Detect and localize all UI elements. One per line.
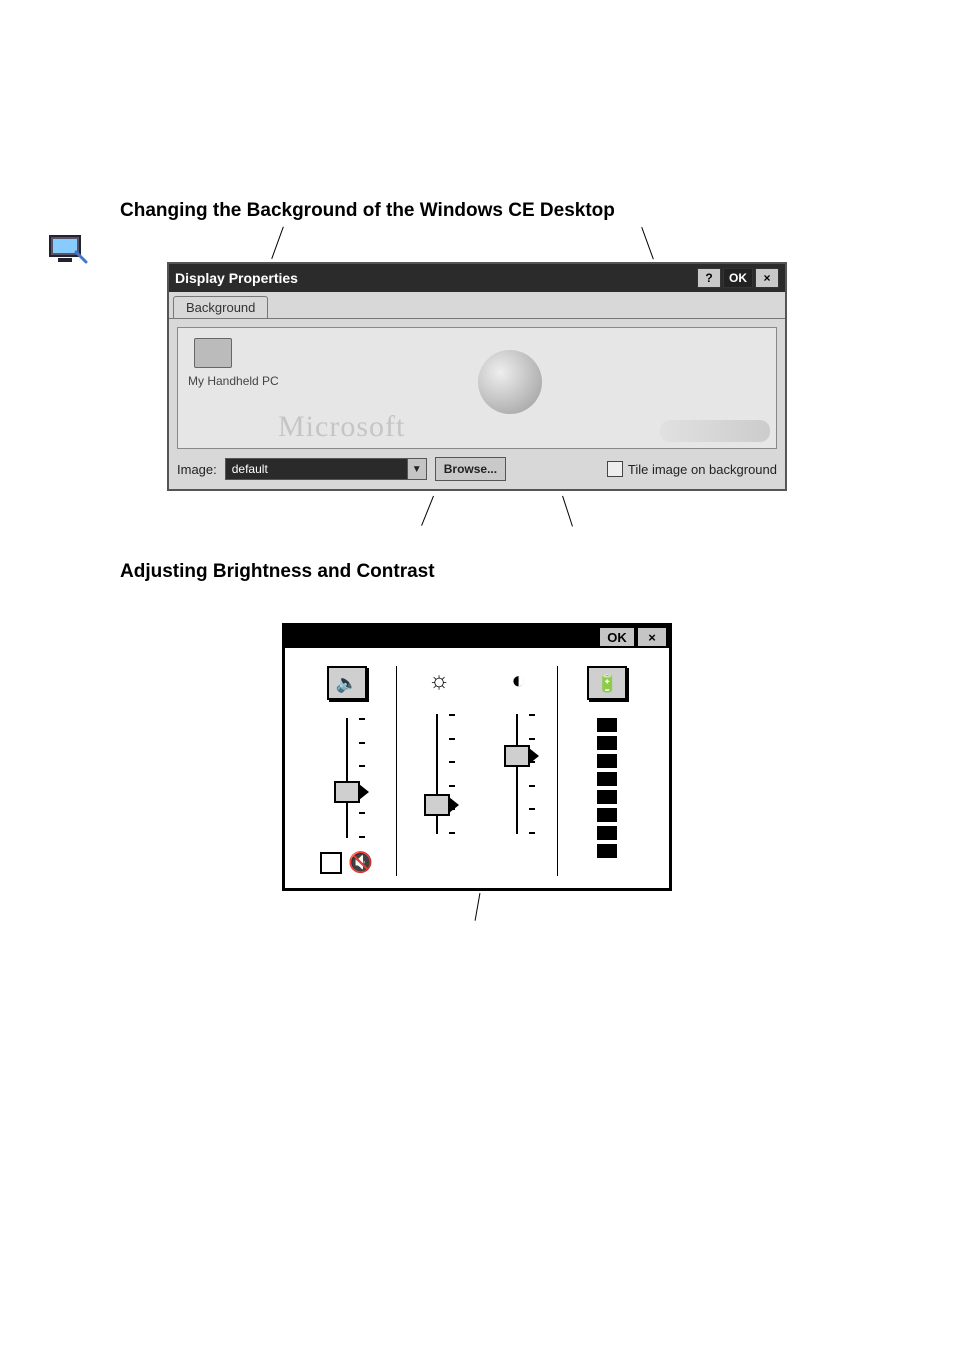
callout-line bbox=[271, 227, 285, 260]
bc-titlebar: OK × bbox=[285, 626, 669, 648]
tile-checkbox[interactable]: Tile image on background bbox=[607, 461, 777, 477]
volume-slider[interactable] bbox=[335, 718, 359, 838]
volume-column: 🔈 🔇 bbox=[297, 666, 396, 876]
battery-level-meter bbox=[597, 718, 617, 858]
image-dropdown-value: default bbox=[226, 459, 407, 479]
mute-icon: 🔇 bbox=[348, 850, 373, 875]
display-properties-window: Display Properties ? OK × Background My … bbox=[167, 262, 787, 491]
handheld-pc-label: My Handheld PC bbox=[188, 374, 279, 388]
image-dropdown[interactable]: default ▼ bbox=[225, 458, 427, 480]
brightness-contrast-panel: OK × 🔈 🔇 bbox=[282, 623, 672, 891]
callout-line bbox=[475, 893, 482, 921]
battery-icon: 🔋 bbox=[587, 666, 627, 700]
window-title: Display Properties bbox=[175, 270, 298, 286]
image-label: Image: bbox=[177, 462, 217, 477]
ok-button[interactable]: OK bbox=[723, 268, 753, 288]
tab-background[interactable]: Background bbox=[173, 296, 268, 318]
watermark: Microsoft bbox=[278, 410, 405, 444]
titlebar: Display Properties ? OK × bbox=[169, 264, 785, 292]
heading-background: Changing the Background of the Windows C… bbox=[120, 200, 894, 222]
close-button[interactable]: × bbox=[637, 627, 667, 647]
browse-button[interactable]: Browse... bbox=[435, 457, 506, 481]
speaker-icon: 🔈 bbox=[327, 666, 367, 700]
tile-checkbox-label: Tile image on background bbox=[628, 462, 777, 477]
callout-line bbox=[421, 496, 435, 526]
clouds-graphic bbox=[660, 420, 770, 442]
contrast-slider[interactable] bbox=[505, 714, 529, 834]
close-button[interactable]: × bbox=[755, 268, 779, 288]
handheld-pc-icon bbox=[194, 338, 232, 368]
help-button[interactable]: ? bbox=[697, 268, 721, 288]
contrast-icon: ◐ bbox=[511, 666, 526, 696]
brightness-contrast-column: ☼ ◐ bbox=[397, 666, 556, 876]
desktop-preview: My Handheld PC Microsoft bbox=[177, 327, 777, 449]
monitor-side-icon bbox=[48, 232, 88, 272]
mute-toggle[interactable]: 🔇 bbox=[320, 850, 373, 875]
chevron-down-icon: ▼ bbox=[407, 459, 426, 479]
callout-line bbox=[562, 495, 574, 526]
brightness-slider[interactable] bbox=[425, 714, 449, 834]
ok-button[interactable]: OK bbox=[599, 627, 635, 647]
checkbox-icon bbox=[320, 852, 342, 874]
tab-row: Background bbox=[169, 292, 785, 319]
globe-graphic bbox=[478, 350, 542, 414]
battery-column: 🔋 bbox=[558, 666, 657, 876]
sun-icon: ☼ bbox=[428, 666, 450, 696]
heading-brightness: Adjusting Brightness and Contrast bbox=[120, 561, 894, 583]
callout-line bbox=[641, 227, 655, 260]
checkbox-icon bbox=[607, 461, 623, 477]
